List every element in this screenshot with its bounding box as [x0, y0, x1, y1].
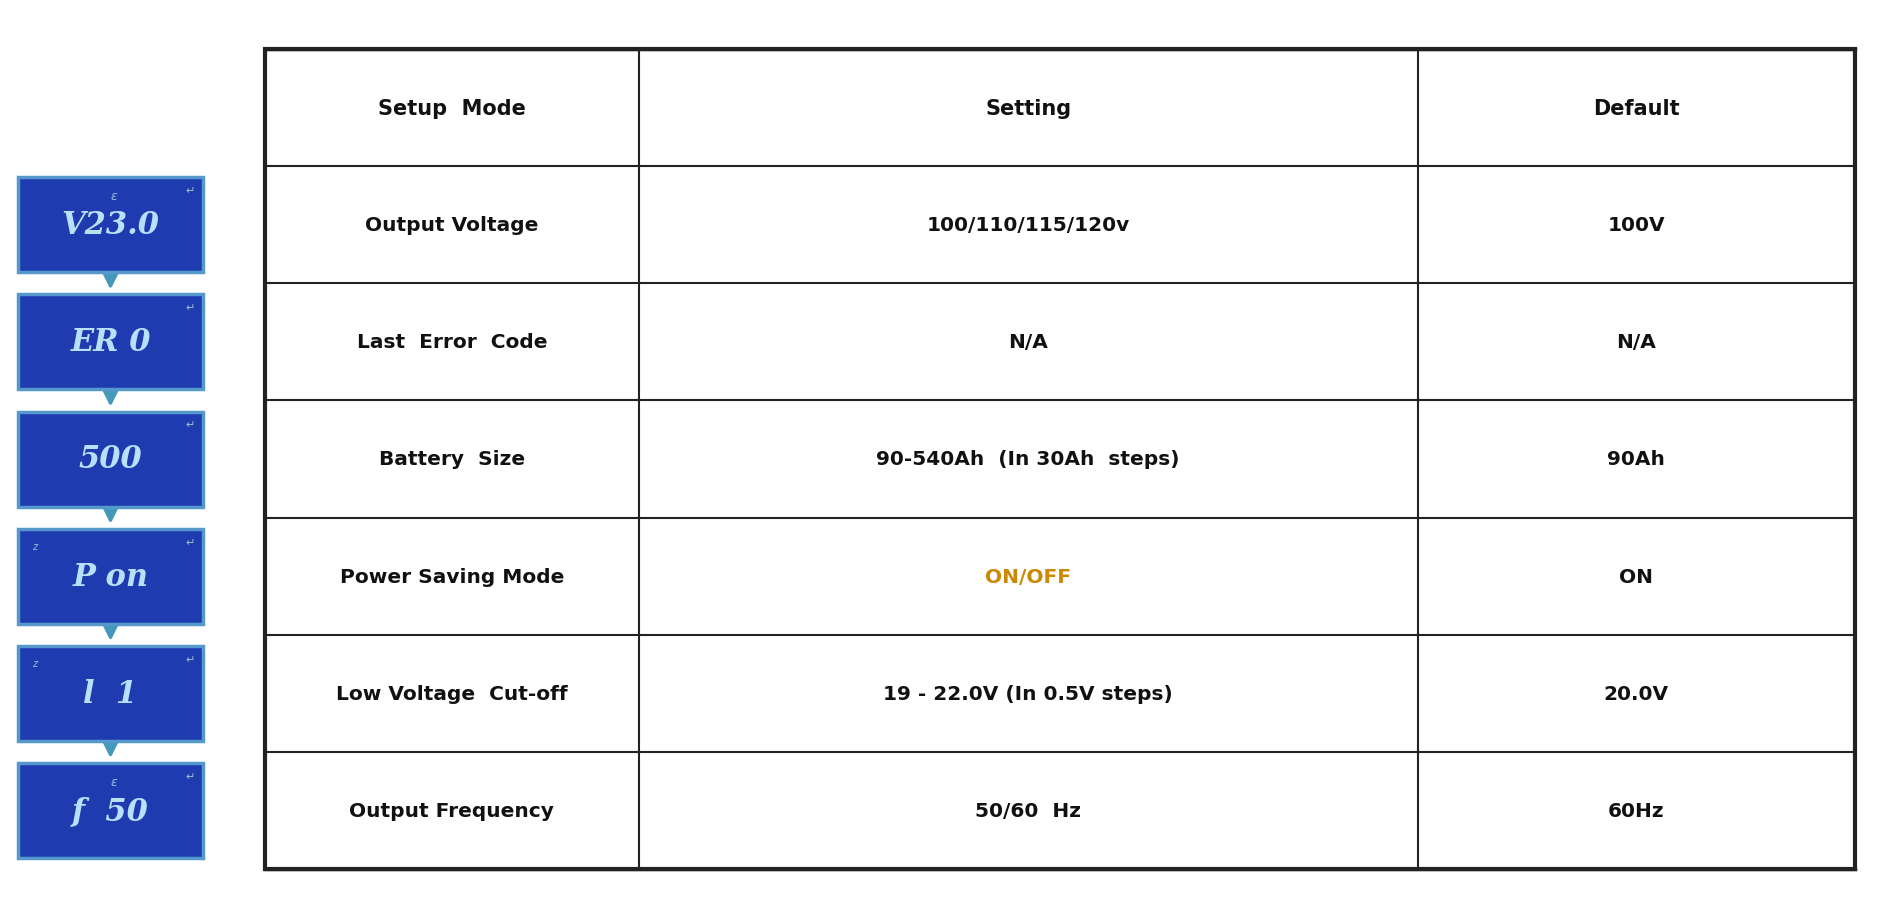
Text: ε: ε [111, 775, 117, 789]
Text: 60Hz: 60Hz [1609, 801, 1665, 820]
Text: Output Voltage: Output Voltage [364, 216, 538, 235]
Text: ↵: ↵ [185, 537, 194, 547]
Text: Low Voltage  Cut-off: Low Voltage Cut-off [336, 684, 568, 703]
Text: z: z [32, 658, 38, 668]
Text: ε: ε [111, 190, 117, 203]
FancyBboxPatch shape [19, 529, 204, 624]
Text: 500: 500 [79, 444, 142, 475]
Text: ↵: ↵ [185, 186, 194, 196]
Text: f  50: f 50 [72, 795, 149, 826]
Text: Setup  Mode: Setup Mode [378, 98, 525, 119]
Text: Setting: Setting [986, 98, 1070, 119]
Text: ER 0: ER 0 [70, 327, 151, 358]
Text: Battery  Size: Battery Size [379, 450, 525, 469]
Text: Last  Error  Code: Last Error Code [357, 333, 548, 352]
Bar [264, 50, 1856, 869]
FancyBboxPatch shape [19, 295, 204, 390]
FancyBboxPatch shape [19, 763, 204, 858]
Text: 20.0V: 20.0V [1603, 684, 1669, 703]
Text: Output Frequency: Output Frequency [349, 801, 555, 820]
Text: 90Ah: 90Ah [1607, 450, 1665, 469]
Text: V23.0: V23.0 [62, 210, 159, 241]
Text: ON: ON [1620, 567, 1654, 586]
FancyBboxPatch shape [19, 646, 204, 741]
Text: P on: P on [72, 561, 149, 592]
FancyBboxPatch shape [19, 412, 204, 507]
Text: ↵: ↵ [185, 654, 194, 664]
Text: ↵: ↵ [185, 420, 194, 430]
Text: N/A: N/A [1616, 333, 1656, 352]
Text: ON/OFF: ON/OFF [986, 567, 1070, 586]
FancyBboxPatch shape [19, 178, 204, 273]
Text: ↵: ↵ [185, 771, 194, 781]
Text: l  1: l 1 [83, 678, 138, 709]
Text: 90-540Ah  (In 30Ah  steps): 90-540Ah (In 30Ah steps) [876, 450, 1180, 469]
Text: 100/110/115/120v: 100/110/115/120v [927, 216, 1129, 235]
Text: 19 - 22.0V (In 0.5V steps): 19 - 22.0V (In 0.5V steps) [884, 684, 1172, 703]
Text: Power Saving Mode: Power Saving Mode [340, 567, 565, 586]
Text: Default: Default [1593, 98, 1680, 119]
Text: N/A: N/A [1008, 333, 1048, 352]
Text: z: z [32, 541, 38, 551]
Text: 100V: 100V [1607, 216, 1665, 235]
Text: 50/60  Hz: 50/60 Hz [976, 801, 1082, 820]
Text: ↵: ↵ [185, 303, 194, 313]
